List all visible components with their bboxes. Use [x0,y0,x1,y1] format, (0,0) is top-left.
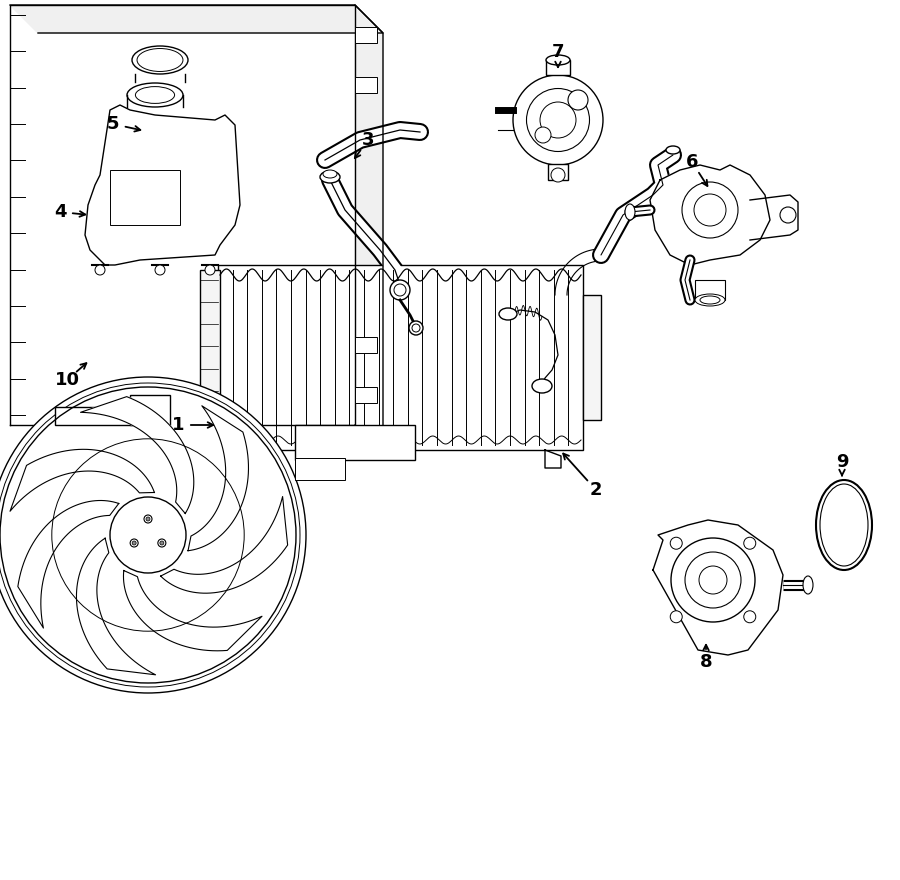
Circle shape [110,497,186,573]
Ellipse shape [499,308,517,320]
Ellipse shape [127,83,183,107]
Text: 6: 6 [686,153,698,171]
Ellipse shape [803,576,813,594]
Circle shape [780,207,796,223]
Bar [355,337,377,353]
Circle shape [694,194,726,226]
Bar [295,458,345,480]
Circle shape [155,265,165,275]
Circle shape [0,383,300,687]
Polygon shape [161,496,288,593]
Circle shape [682,182,738,238]
Polygon shape [10,5,355,425]
Ellipse shape [700,296,720,304]
Ellipse shape [532,379,552,393]
Circle shape [412,324,420,332]
Bar [295,425,415,460]
Circle shape [205,265,215,275]
Bar [548,164,568,180]
Polygon shape [80,397,194,514]
Ellipse shape [320,171,340,183]
Bar [695,280,725,300]
Polygon shape [85,105,240,265]
Polygon shape [18,501,119,628]
Bar [546,60,570,75]
Circle shape [685,552,741,608]
Text: 8: 8 [699,653,712,671]
Text: 1: 1 [172,416,184,434]
Circle shape [513,75,603,165]
Circle shape [526,89,590,151]
Ellipse shape [625,204,635,220]
Polygon shape [188,406,248,551]
Circle shape [535,127,551,143]
Ellipse shape [137,48,183,71]
Circle shape [158,539,166,547]
Circle shape [95,265,105,275]
Circle shape [394,284,406,296]
Circle shape [743,537,756,549]
Bar [355,77,377,93]
Bar [355,27,377,43]
Circle shape [132,541,136,545]
Circle shape [390,280,410,300]
Ellipse shape [816,480,872,570]
Text: 10: 10 [55,371,79,389]
Text: 4: 4 [54,203,67,221]
Circle shape [160,541,164,545]
Ellipse shape [820,484,868,566]
Polygon shape [123,570,262,651]
Bar [55,407,135,425]
Ellipse shape [135,86,175,104]
Ellipse shape [546,55,570,65]
Bar [130,395,170,425]
Bar [355,387,377,403]
Bar [218,265,583,450]
Circle shape [743,611,756,623]
Text: 3: 3 [362,131,374,149]
Circle shape [670,537,682,549]
Circle shape [671,538,755,622]
Polygon shape [750,195,798,240]
Ellipse shape [323,170,337,178]
Polygon shape [10,450,155,511]
Circle shape [144,515,152,523]
Circle shape [670,611,682,623]
Circle shape [146,517,150,521]
Bar [110,170,180,225]
Bar [583,295,601,420]
Ellipse shape [695,294,725,306]
Polygon shape [76,539,156,675]
Polygon shape [653,520,783,655]
Circle shape [551,168,565,182]
Text: 5: 5 [107,115,119,133]
Circle shape [540,102,576,138]
Circle shape [409,321,423,335]
Polygon shape [355,5,383,453]
Bar [200,270,220,445]
Circle shape [568,90,588,110]
Polygon shape [650,165,770,265]
Circle shape [130,539,138,547]
Polygon shape [10,5,383,33]
Text: 9: 9 [836,453,848,471]
Text: 7: 7 [552,43,564,61]
Ellipse shape [666,146,680,154]
Ellipse shape [132,46,188,74]
Text: 2: 2 [590,481,602,499]
Circle shape [699,566,727,594]
Circle shape [0,377,306,693]
